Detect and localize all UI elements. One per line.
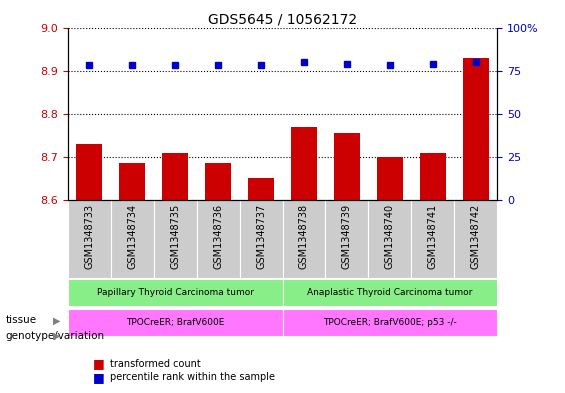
Text: Anaplastic Thyroid Carcinoma tumor: Anaplastic Thyroid Carcinoma tumor (307, 288, 472, 297)
Bar (411, 200, 454, 277)
Text: GSM1348742: GSM1348742 (471, 204, 481, 269)
Text: GSM1348735: GSM1348735 (170, 204, 180, 269)
Text: tissue: tissue (6, 315, 37, 325)
Bar (377, 157, 403, 200)
Bar (334, 133, 360, 200)
Text: GSM1348733: GSM1348733 (84, 204, 94, 269)
Bar (282, 200, 325, 277)
Text: Papillary Thyroid Carcinoma tumor: Papillary Thyroid Carcinoma tumor (97, 288, 254, 297)
Text: ▶: ▶ (53, 315, 60, 325)
Text: ▶: ▶ (53, 331, 60, 341)
Bar (282, 279, 497, 306)
Bar (154, 200, 197, 277)
Bar (282, 309, 497, 336)
Bar (248, 178, 274, 200)
Text: ■: ■ (93, 357, 105, 370)
Bar (119, 163, 145, 200)
Bar (68, 309, 282, 336)
Text: GSM1348739: GSM1348739 (342, 204, 352, 269)
Bar (240, 200, 282, 277)
Bar (162, 152, 188, 200)
Text: genotype/variation: genotype/variation (6, 331, 105, 341)
Bar (205, 163, 231, 200)
Bar (420, 152, 446, 200)
Text: GSM1348741: GSM1348741 (428, 204, 438, 269)
Bar (291, 127, 317, 200)
Text: TPOCreER; BrafV600E; p53 -/-: TPOCreER; BrafV600E; p53 -/- (323, 318, 457, 327)
Bar (325, 200, 368, 277)
Bar (197, 200, 240, 277)
Text: GSM1348734: GSM1348734 (127, 204, 137, 269)
Text: percentile rank within the sample: percentile rank within the sample (110, 372, 275, 382)
Bar (368, 200, 411, 277)
Text: transformed count: transformed count (110, 358, 201, 369)
Text: GSM1348736: GSM1348736 (213, 204, 223, 269)
Text: GSM1348738: GSM1348738 (299, 204, 309, 269)
Bar (76, 144, 102, 200)
Bar (68, 200, 111, 277)
Text: GSM1348740: GSM1348740 (385, 204, 395, 269)
Text: ■: ■ (93, 371, 105, 384)
Bar (454, 200, 497, 277)
Bar (111, 200, 154, 277)
Text: GSM1348737: GSM1348737 (256, 204, 266, 269)
Title: GDS5645 / 10562172: GDS5645 / 10562172 (208, 12, 357, 26)
Text: TPOCreER; BrafV600E: TPOCreER; BrafV600E (126, 318, 224, 327)
Bar (463, 58, 489, 200)
Bar (68, 279, 282, 306)
